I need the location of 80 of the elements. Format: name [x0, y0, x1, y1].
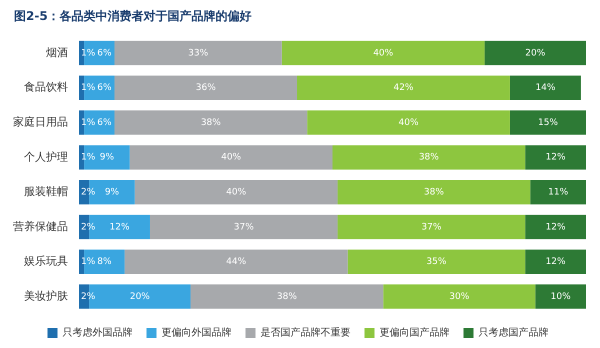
bar	[348, 250, 526, 274]
bar	[383, 284, 536, 309]
y-tick-label: 家庭日用品	[13, 115, 68, 128]
y-tick-label: 烟酒	[46, 46, 68, 59]
bar	[190, 284, 384, 309]
bar	[150, 214, 338, 240]
legend-label: 是否国产品牌不重要	[260, 326, 350, 339]
data-label: 1%	[81, 118, 96, 128]
bar	[114, 40, 282, 66]
data-label: 10%	[550, 292, 572, 302]
data-label: 12%	[546, 222, 566, 232]
data-label: 12%	[546, 152, 566, 163]
data-label: 38%	[418, 152, 440, 163]
data-label: 30%	[449, 292, 470, 302]
data-label: 33%	[188, 48, 209, 58]
data-label: 38%	[276, 292, 298, 302]
legend-label: 只考虑国产品牌	[478, 326, 548, 339]
chart-title: 图2-5：各品类中消费者对于国产品牌的偏好	[14, 8, 252, 25]
data-label: 1%	[81, 48, 96, 58]
y-tick-label: 个人护理	[24, 150, 68, 164]
data-label: 42%	[393, 83, 414, 94]
y-tick-label: 美妆护肤	[24, 289, 68, 302]
data-label: 14%	[535, 83, 556, 94]
data-label: 2%	[81, 188, 96, 198]
y-tick-label: 服装鞋帽	[24, 185, 68, 198]
data-label: 6%	[97, 118, 112, 128]
bar	[525, 250, 586, 274]
data-label: 9%	[100, 152, 114, 163]
bar	[130, 145, 332, 170]
data-label: 11%	[548, 188, 569, 198]
y-tick-label: 娱乐玩具	[24, 254, 68, 268]
bar	[510, 110, 586, 135]
y-tick-label: 食品饮料	[24, 80, 68, 94]
bar	[84, 250, 125, 274]
bar	[338, 214, 526, 240]
bar	[84, 145, 130, 170]
data-label: 1%	[81, 83, 96, 94]
bar	[114, 110, 308, 135]
data-label: 40%	[398, 118, 419, 128]
y-tick-label: 营养保健品	[13, 220, 68, 233]
data-label: 36%	[196, 83, 216, 94]
data-label: 40%	[373, 48, 394, 58]
bar	[282, 40, 485, 66]
bar	[484, 40, 586, 66]
data-label: 8%	[97, 257, 112, 268]
bar	[338, 180, 530, 204]
bar	[535, 284, 586, 309]
legend-label: 只考虑外国品牌	[62, 326, 132, 339]
bar	[525, 214, 586, 240]
data-label: 6%	[97, 83, 112, 94]
data-label: 20%	[130, 292, 150, 302]
bar	[134, 180, 338, 204]
legend-label: 更偏向外国品牌	[162, 326, 232, 339]
data-label: 2%	[81, 292, 96, 302]
bar	[114, 76, 298, 100]
data-label: 38%	[200, 118, 222, 128]
data-label: 44%	[226, 257, 247, 268]
data-label: 6%	[97, 48, 112, 58]
data-label: 1%	[81, 152, 96, 163]
data-label: 40%	[221, 152, 242, 163]
data-label: 1%	[81, 257, 96, 268]
bar	[530, 180, 586, 204]
data-label: 35%	[426, 257, 447, 268]
bar	[525, 145, 586, 170]
bar	[307, 110, 510, 135]
data-label: 15%	[538, 118, 558, 128]
data-label: 9%	[104, 188, 120, 198]
data-label: 12%	[110, 222, 130, 232]
data-label: 38%	[424, 188, 444, 198]
data-label: 2%	[81, 222, 96, 232]
data-label: 37%	[421, 222, 442, 232]
data-label: 37%	[234, 222, 254, 232]
legend-label: 更偏向国产品牌	[380, 326, 450, 339]
bar	[510, 76, 581, 100]
data-label: 40%	[226, 188, 247, 198]
data-label: 20%	[525, 48, 546, 58]
bar	[124, 250, 348, 274]
bar	[297, 76, 510, 100]
data-label: 12%	[546, 257, 566, 268]
bar	[332, 145, 526, 170]
